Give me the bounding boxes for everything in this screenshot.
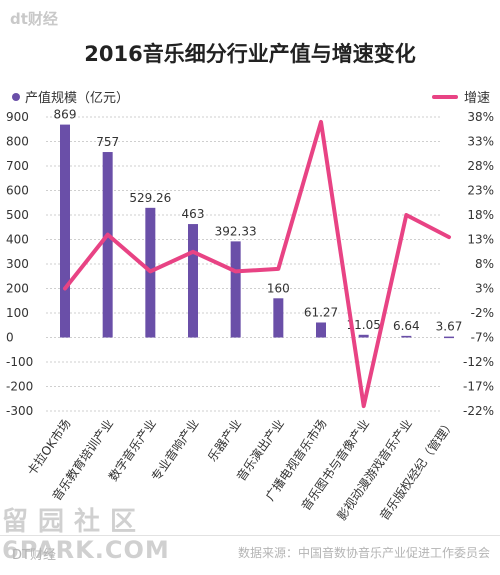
y-left-tick-label: 100 [6, 306, 29, 320]
bar [444, 336, 454, 339]
x-category-label: 卡拉OK市场 [24, 416, 74, 478]
bar [316, 322, 326, 338]
growth-line-series [63, 119, 451, 409]
watermark: 留园社区 6PARK.COM [2, 508, 170, 564]
x-category-label: 乐器产业 [205, 417, 244, 464]
legend-bar-label: 产值规模（亿元） [25, 91, 130, 106]
y-right-tick-label: 38% [467, 110, 494, 124]
y-left-tick-label: -300 [6, 404, 33, 418]
bar [230, 241, 241, 338]
y-axis-left: 900 800 700 600 500 400 300 200 100 0 -100 -200 -300 [6, 110, 33, 418]
bar-data-label: 529.26 [129, 191, 171, 205]
bar-data-label: 61.27 [304, 305, 338, 319]
footer-source: 数据来源：中国音数协音乐产业促进工作委员会 [237, 546, 490, 560]
y-left-tick-label: 600 [6, 184, 29, 198]
brand-logo: dt财经 [10, 10, 58, 28]
bar-data-label: 392.33 [215, 224, 257, 238]
bar-data-label: 6.64 [393, 319, 420, 333]
legend-line-label: 增速 [463, 91, 490, 106]
growth-line [63, 119, 451, 409]
y-right-tick-label: -2% [471, 306, 494, 320]
bar-data-label: 757 [96, 135, 119, 149]
bar [273, 298, 284, 338]
bar-data-label: 463 [182, 207, 205, 221]
y-left-tick-label: 800 [6, 135, 29, 149]
y-left-tick-label: 500 [6, 208, 29, 222]
y-right-tick-label: 23% [467, 184, 494, 198]
x-category-label: 音乐版权经纪（管理） [376, 416, 457, 523]
bar [102, 152, 113, 338]
bar [358, 334, 369, 338]
footer-brand: DT财经 [12, 548, 56, 563]
y-right-tick-label: 33% [467, 135, 494, 149]
y-right-tick-label: 3% [475, 282, 494, 296]
bar-data-label: 160 [267, 281, 290, 295]
bar-series: 869 757 529.26 463 392.33 160 61.27 11.05 6.64 3.… [54, 108, 463, 339]
chart-title: 2016音乐细分行业产值与增速变化 [84, 42, 416, 66]
legend-bar: 产值规模（亿元） [12, 87, 129, 106]
watermark-line2: 6PARK.COM [2, 536, 170, 564]
y-left-tick-label: 0 [6, 331, 14, 345]
footer-divider [0, 535, 500, 536]
y-right-tick-label: 8% [475, 257, 494, 271]
legend-line-marker [431, 94, 458, 99]
y-right-tick-label: 18% [467, 208, 494, 222]
legend-bar-marker [12, 92, 20, 101]
bar-data-label: 869 [54, 108, 77, 122]
y-left-tick-label: 400 [6, 233, 29, 247]
x-category-label: 影视动漫游戏音乐产业 [334, 416, 415, 523]
bar [188, 224, 198, 338]
y-right-tick-label: 13% [467, 233, 494, 247]
bar-data-label: 11.05 [346, 318, 380, 332]
bar [401, 335, 412, 338]
y-right-tick-label: 28% [467, 159, 494, 173]
y-left-tick-label: -100 [6, 355, 33, 369]
y-right-tick-label: -22% [463, 404, 494, 418]
bar-data-label: 3.67 [436, 320, 463, 334]
y-right-tick-label: -7% [471, 331, 494, 345]
watermark-line1: 留园社区 [2, 507, 147, 537]
y-left-tick-label: 900 [6, 110, 29, 124]
y-right-tick-label: -12% [463, 355, 494, 369]
y-right-tick-label: -17% [463, 380, 494, 394]
y-left-tick-label: 200 [6, 282, 29, 296]
y-left-tick-label: -200 [6, 380, 33, 394]
legend-line: 增速 [431, 87, 490, 106]
y-axis-right: 38% 33% 28% 23% 18% 13% 8% 3% -2% -7% -12% -17% -22% [463, 110, 494, 418]
bar [60, 124, 70, 338]
y-left-tick-label: 300 [6, 257, 29, 271]
y-left-tick-label: 700 [6, 159, 29, 173]
